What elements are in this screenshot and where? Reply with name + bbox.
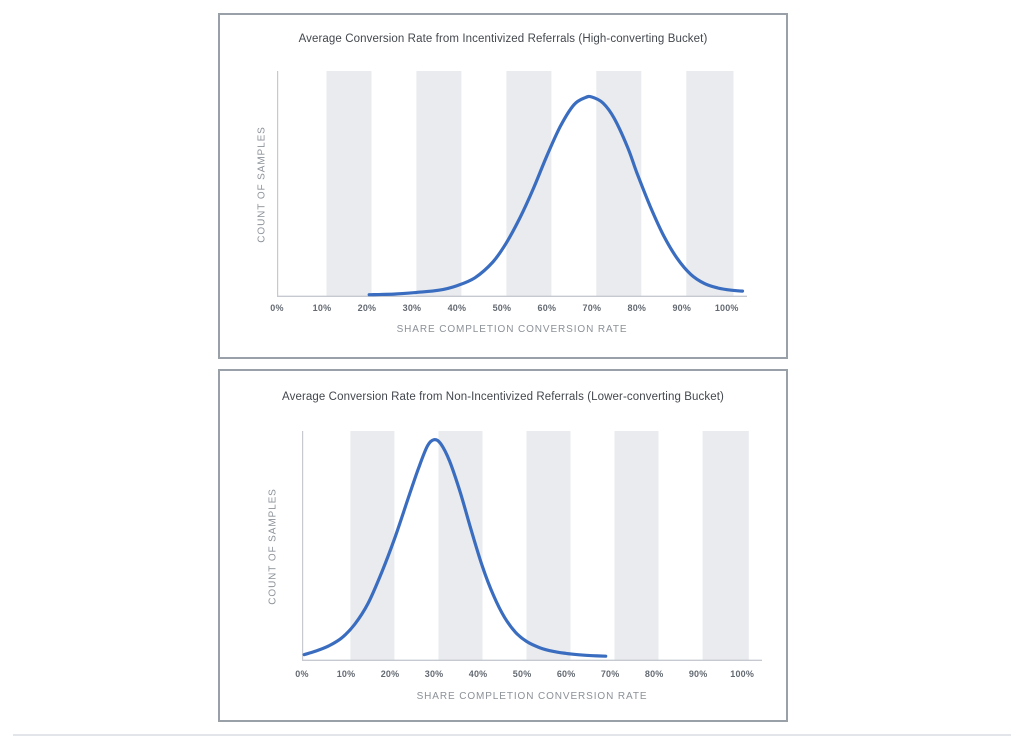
x-tick-label: 60% [556, 669, 576, 679]
x-tick-label: 90% [672, 303, 692, 313]
footer-divider [13, 734, 1011, 736]
x-tick-label: 40% [447, 303, 467, 313]
x-tick-label: 80% [627, 303, 647, 313]
background-band [686, 71, 734, 296]
x-tick-label: 50% [512, 669, 532, 679]
background-band [596, 71, 642, 296]
chart-title: Average Conversion Rate from Incentivize… [298, 33, 708, 45]
x-axis-label: SHARE COMPLETION CONVERSION RATE [396, 324, 628, 335]
chart-title: Average Conversion Rate from Non-Incenti… [282, 391, 724, 403]
chart-panel-incentivized: Average Conversion Rate from Incentivize… [218, 13, 788, 359]
background-band [326, 71, 372, 296]
x-tick-label: 0% [295, 669, 309, 679]
x-axis-tick-row: 0% 10% 20% 30% 40% 50% 60% 70% 80% 90% 100% [295, 669, 762, 681]
distribution-curve-plot [277, 71, 747, 297]
x-tick-label: 10% [312, 303, 332, 313]
x-tick-label: 70% [600, 669, 620, 679]
background-band [702, 431, 749, 660]
y-axis-label: COUNT OF SAMPLES [256, 125, 268, 243]
x-tick-label: 100% [730, 669, 755, 679]
x-tick-label: 70% [582, 303, 602, 313]
x-tick-label: 30% [402, 303, 422, 313]
y-axis-label-wrap: COUNT OF SAMPLES [260, 431, 286, 661]
distribution-curve [367, 94, 745, 297]
x-axis-tick-row: 0% 10% 20% 30% 40% 50% 60% 70% 80% 90% 100% [270, 303, 747, 315]
x-tick-label: 60% [537, 303, 557, 313]
x-tick-label: 20% [357, 303, 377, 313]
x-tick-label: 100% [714, 303, 739, 313]
x-tick-label: 50% [492, 303, 512, 313]
y-axis-label-wrap: COUNT OF SAMPLES [249, 71, 275, 297]
x-tick-label: 80% [644, 669, 664, 679]
background-band [506, 71, 552, 296]
distribution-curve-plot [302, 431, 762, 661]
background-band [350, 431, 395, 660]
x-tick-label: 30% [424, 669, 444, 679]
x-tick-label: 20% [380, 669, 400, 679]
y-axis-label: COUNT OF SAMPLES [267, 487, 279, 605]
background-band [614, 431, 659, 660]
x-tick-label: 40% [468, 669, 488, 679]
x-tick-label: 10% [336, 669, 356, 679]
x-axis-label: SHARE COMPLETION CONVERSION RATE [416, 691, 648, 702]
x-tick-label: 0% [270, 303, 284, 313]
chart-panel-non-incentivized: Average Conversion Rate from Non-Incenti… [218, 369, 788, 722]
distribution-curve [302, 438, 608, 658]
x-tick-label: 90% [688, 669, 708, 679]
background-band [416, 71, 462, 296]
background-band [526, 431, 571, 660]
